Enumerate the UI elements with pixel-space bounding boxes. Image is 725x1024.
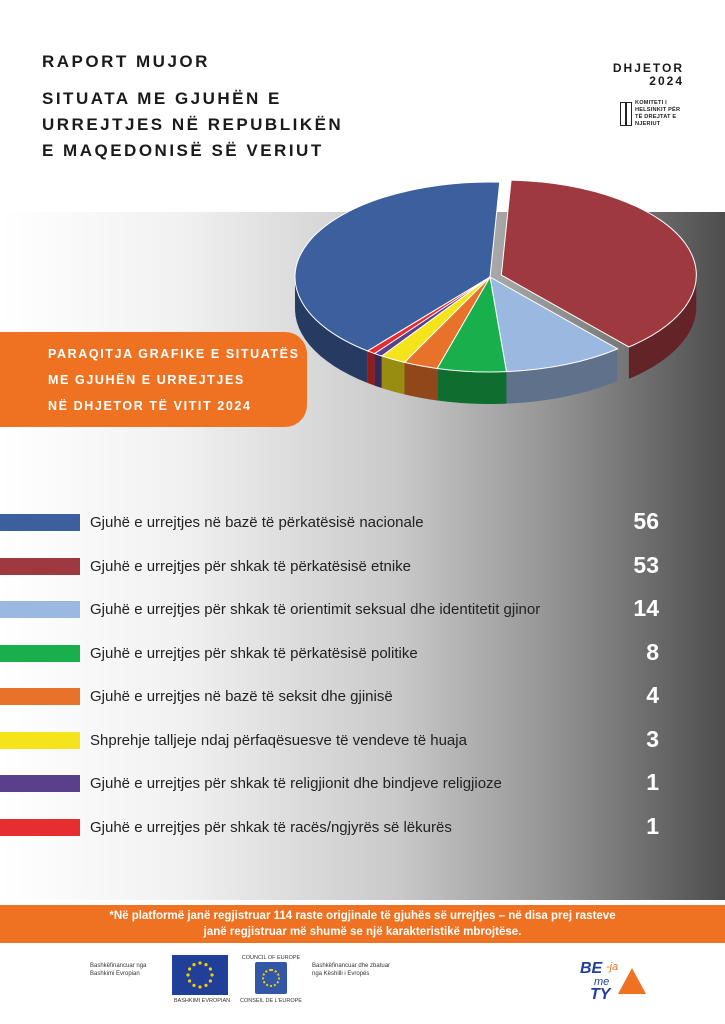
helsinki-committee-logo: KOMITETI I HELSINKIT PËR TË DREJTAT E NJ… [620,100,686,136]
pie-slice-side [295,278,368,383]
footnote-line: *Në platformë janë regjistruar 114 raste… [109,910,616,922]
campaign-logo: BE -ja me TY [580,960,650,1010]
eu-star [204,983,208,987]
eu-star [198,985,202,989]
campaign-part: TY [590,986,611,1003]
legend-swatch [0,644,80,662]
pie-slice-side [506,348,618,404]
pie-slice [294,181,501,352]
legend-swatch [0,514,80,531]
legend-label: Gjuhë e urrejtjes për shkak të përkatësi… [90,644,418,662]
legend-item: Gjuhë e urrejtjes për shkak të orientimi… [0,595,725,625]
partner-line: Bashkëfinancuar dhe zbatuar [312,963,391,969]
legend-value: 8 [646,638,659,665]
legend-label: Gjuhë e urrejtjes për shkak të racës/ngj… [90,818,452,836]
coe-cofunded-text: Bashkëfinancuar dhe zbatuar nga Këshilli… [312,963,390,978]
eu-star [208,967,212,971]
legend-swatch [0,557,80,575]
legend-item: Gjuhë e urrejtjes për shkak të racës/ngj… [0,813,725,843]
legend-swatch [0,601,80,618]
banner-line: PARAQITJA GRAFIKE E SITUATËS [48,347,300,361]
report-date: DHJETOR 2024 [613,62,684,88]
title-line: SITUATA ME GJUHËN E [42,89,282,108]
report-month: DHJETOR [612,61,684,75]
org-line: HELSINKIT PËR [635,107,681,113]
footnote: *Në platformë janë regjistruar 114 raste… [0,905,725,943]
banner-line: ME GJUHËN E URREJTJES [48,373,245,387]
pie-slice-side [437,368,507,404]
legend-item: Shprehje talljeje ndaj përfaqësuesve të … [0,726,725,756]
report-label: RAPORT MUJOR [42,52,210,71]
legend-item: Gjuhë e urrejtjes për shkak të përkatësi… [0,552,725,582]
partner-line: nga Këshilli i Evropës [312,970,370,977]
pie-slice-side [374,353,382,389]
partner-line: Bashkëfinancuar nga [90,963,147,969]
campaign-part: -ja [606,961,619,973]
eu-cofunded-text: Bashkëfinancuar nga Bashkimi Evropian [90,963,146,978]
eu-star [192,963,196,967]
legend-label: Gjuhë e urrejtjes për shkak të përkatësi… [90,557,411,575]
legend-value: 4 [646,682,659,708]
legend-label: Gjuhë e urrejtjes për shkak të orientimi… [90,601,541,618]
legend-value: 1 [646,769,659,795]
helsinki-logo-icon [620,102,632,126]
report-year: 2024 [649,74,684,88]
eu-flag-icon [172,955,228,995]
legend-value: 14 [633,595,659,621]
legend-swatch [0,818,80,836]
eu-star [204,963,208,967]
pie-slice-side [628,277,697,379]
legend-swatch [0,731,80,749]
pie-slice [366,276,491,355]
partner-line: Bashkimi Evropian [90,970,140,977]
legend-swatch [0,775,80,792]
eu-star [198,961,202,965]
campaign-part: me [594,976,610,988]
pie-slice [489,276,619,373]
legend-swatch [0,688,80,705]
legend-item: Gjuhë e urrejtjes në bazë të përkatësisë… [0,508,725,538]
legend-label: Gjuhë e urrejtjes në bazë të seksit dhe … [90,688,393,705]
legend-value: 1 [646,812,659,839]
campaign-part: BE [580,960,603,977]
legend-value: 56 [633,508,659,534]
pie-slice-side [367,350,375,386]
legend-value: 53 [633,551,659,578]
pie-slice-side [404,362,438,401]
eu-star [186,973,190,977]
title-block: RAPORT MUJOR SITUATA ME GJUHËN E URREJTJ… [42,52,362,164]
pie-slice-side [381,356,405,395]
helsinki-logo-text: KOMITETI I HELSINKIT PËR TË DREJTAT E NJ… [635,100,680,128]
council-of-europe-icon [255,962,287,994]
report-title: SITUATA ME GJUHËN E URREJTJES NË REPUBLI… [42,86,362,164]
pie-chart [294,179,697,404]
coe-ring-icon [262,969,280,987]
title-line: E MAQEDONISË SË VERIUT [42,141,324,160]
eu-star [188,967,192,971]
eu-star [188,979,192,983]
coe-top-caption: COUNCIL OF EUROPE [241,955,301,961]
legend-label: Gjuhë e urrejtjes në bazë të përkatësisë… [90,514,424,531]
org-line: KOMITETI I [635,100,667,106]
footnote-line: janë regjistruar më shumë se një karakte… [203,926,522,938]
campaign-triangle-icon [618,968,646,994]
banner-line: NË DHJETOR TË VITIT 2024 [48,399,252,413]
eu-stars-icon [186,961,214,989]
org-line: NJERIUT [635,121,661,127]
coe-caption: CONSEIL DE L'EUROPE [240,998,302,1004]
eu-star [192,983,196,987]
legend-value: 3 [646,725,659,752]
legend-item: Gjuhë e urrejtjes për shkak të religjion… [0,769,725,799]
legend-item: Gjuhë e urrejtjes për shkak të përkatësi… [0,639,725,669]
chart-banner: PARAQITJA GRAFIKE E SITUATËS ME GJUHËN E… [0,332,307,427]
eu-star [208,979,212,983]
legend-label: Gjuhë e urrejtjes për shkak të religjion… [90,775,502,792]
eu-star [210,973,214,977]
title-line: URREJTJES NË REPUBLIKËN [42,115,344,134]
legend-item: Gjuhë e urrejtjes në bazë të seksit dhe … [0,682,725,712]
org-line: TË DREJTAT E [635,114,677,120]
eu-caption: BASHKIMI EVROPIAN [173,998,231,1004]
pie-slice [500,179,697,348]
legend-label: Shprehje talljeje ndaj përfaqësuesve të … [90,731,467,749]
